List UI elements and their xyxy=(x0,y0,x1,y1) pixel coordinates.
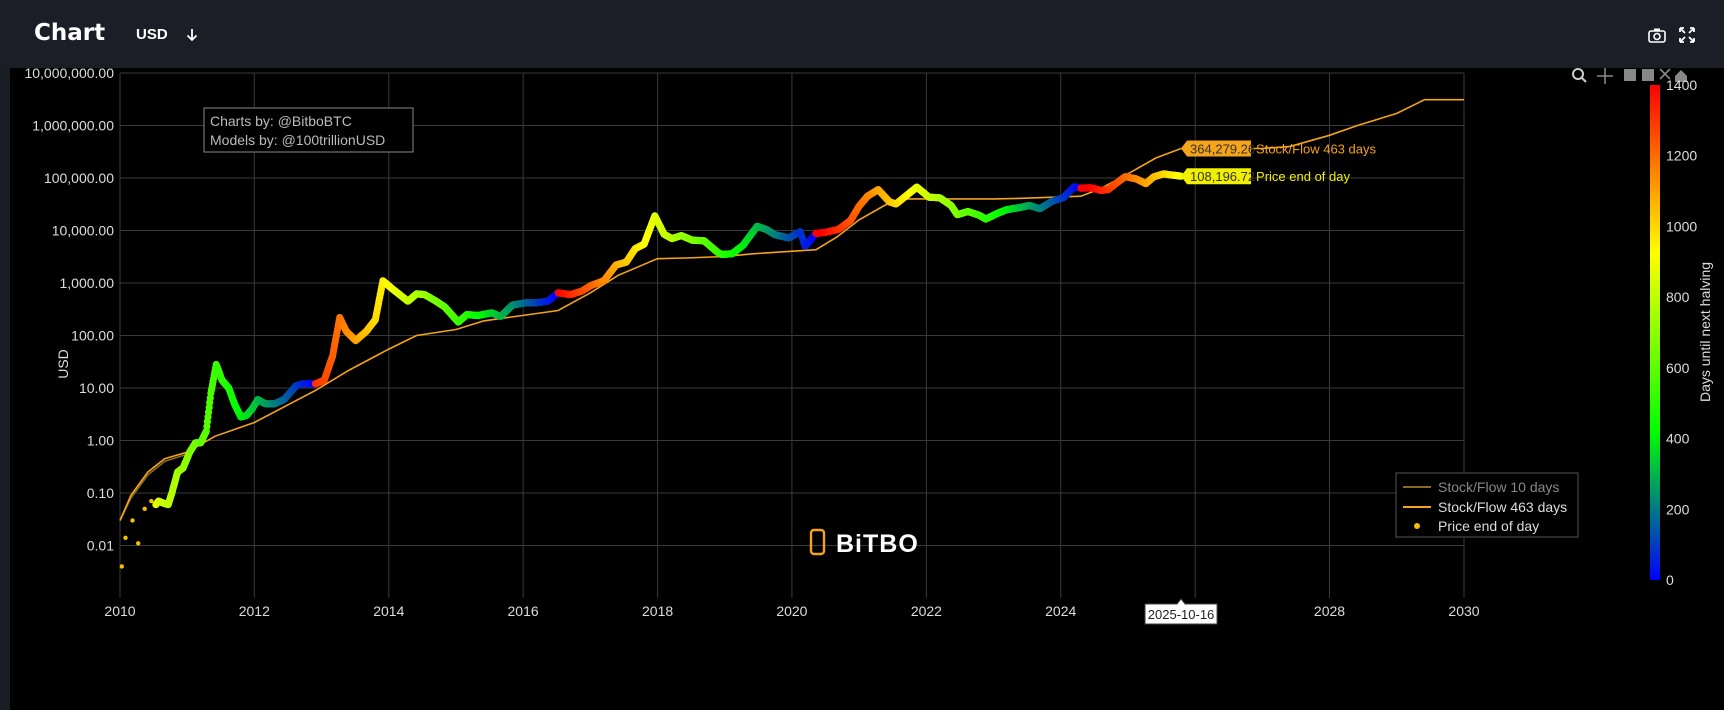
legend: Stock/Flow 10 days Stock/Flow 463 days P… xyxy=(1396,473,1578,537)
hover-label-value: 108,196.72 xyxy=(1190,169,1255,184)
colorbar-tick-label: 1400 xyxy=(1666,77,1697,93)
hover-date-label: 2025-10-16 xyxy=(1148,607,1215,622)
zoom-icon[interactable] xyxy=(1573,69,1586,82)
x-tick-label: 2024 xyxy=(1045,603,1076,619)
y-axis-title: USD xyxy=(55,349,71,379)
x-tick-label: 2030 xyxy=(1448,603,1479,619)
camera-icon[interactable] xyxy=(1648,26,1666,44)
colorbar-tick-label: 600 xyxy=(1666,360,1690,376)
y-tick-label: 100.00 xyxy=(71,328,114,344)
credit-models: Models by: @100trillionUSD xyxy=(210,132,385,148)
series-price-end-of-day xyxy=(120,170,1185,568)
currency-selector[interactable]: USD xyxy=(136,26,168,43)
x-tick-label: 2014 xyxy=(373,603,404,619)
y-tick-label: 0.10 xyxy=(87,485,114,501)
x-axis-ticks: 2010201220142016201820202022202420262028… xyxy=(104,603,1479,619)
price-point xyxy=(143,507,147,511)
x-tick-label: 2018 xyxy=(642,603,673,619)
colorbar-tick-label: 200 xyxy=(1666,501,1690,517)
colorbar-tick-label: 800 xyxy=(1666,289,1690,305)
colorbar-title: Days until next halving xyxy=(1697,262,1713,402)
bitbo-logo-icon xyxy=(811,530,824,554)
bitbo-watermark: BiTBO xyxy=(811,530,919,558)
hover-label-value: 364,279.26 xyxy=(1190,142,1255,157)
pan-icon[interactable] xyxy=(1597,68,1613,84)
price-point xyxy=(149,499,153,503)
colorbar-tick-label: 1200 xyxy=(1666,148,1697,164)
watermark-text: BiTBO xyxy=(836,530,919,558)
hover-label-series: Stock/Flow 463 days xyxy=(1256,142,1376,157)
price-point xyxy=(123,536,127,540)
y-tick-label: 100,000.00 xyxy=(44,170,114,186)
y-tick-label: 10,000.00 xyxy=(52,223,114,239)
zoom-out-icon[interactable] xyxy=(1642,69,1654,81)
x-tick-label: 2016 xyxy=(508,603,539,619)
price-point xyxy=(136,541,140,545)
colorbar-tick-label: 1000 xyxy=(1666,218,1697,234)
credit-charts: Charts by: @BitboBTC xyxy=(210,113,352,129)
x-tick-label: 2012 xyxy=(239,603,270,619)
legend-item-sf463: Stock/Flow 463 days xyxy=(1438,499,1567,515)
chart-area[interactable]: 0.01 0.10 1.00 10.00 100.00 1,000.00 10,000.00… xyxy=(10,68,1724,710)
fullscreen-icon[interactable] xyxy=(1678,26,1696,44)
colorbar: 0 200 400 600 800 1000 1200 1400 Days until nex… xyxy=(1650,77,1713,588)
credits-box: Charts by: @BitboBTC Models by: @100tril… xyxy=(204,108,413,152)
y-tick-label: 1,000,000.00 xyxy=(32,118,114,134)
x-tick-label: 2010 xyxy=(104,603,135,619)
legend-item-sf10: Stock/Flow 10 days xyxy=(1438,479,1559,495)
x-tick-label: 2020 xyxy=(776,603,807,619)
page-title: Chart xyxy=(34,20,105,46)
zoom-in-icon[interactable] xyxy=(1624,69,1636,81)
y-tick-label: 10,000,000.00 xyxy=(24,68,114,81)
hover-label-series: Price end of day xyxy=(1256,169,1350,184)
legend-item-price: Price end of day xyxy=(1438,518,1539,534)
top-bar: Chart USD xyxy=(0,0,1724,68)
y-tick-label: 1,000.00 xyxy=(60,275,115,291)
y-tick-label: 10.00 xyxy=(79,380,114,396)
colorbar-tick-label: 0 xyxy=(1666,572,1674,588)
x-tick-label: 2022 xyxy=(911,603,942,619)
price-point xyxy=(130,518,134,522)
price-point xyxy=(120,564,124,568)
y-axis-ticks: 0.01 0.10 1.00 10.00 100.00 1,000.00 10,000.00… xyxy=(24,68,114,554)
colorbar-tick-label: 400 xyxy=(1666,431,1690,447)
bitcoin-stock-to-flow-chart: 0.01 0.10 1.00 10.00 100.00 1,000.00 10,000.00… xyxy=(10,68,1724,710)
arrow-down-icon[interactable] xyxy=(184,27,200,43)
x-tick-label: 2028 xyxy=(1314,603,1345,619)
y-tick-label: 0.01 xyxy=(87,538,114,554)
y-tick-label: 1.00 xyxy=(87,433,114,449)
